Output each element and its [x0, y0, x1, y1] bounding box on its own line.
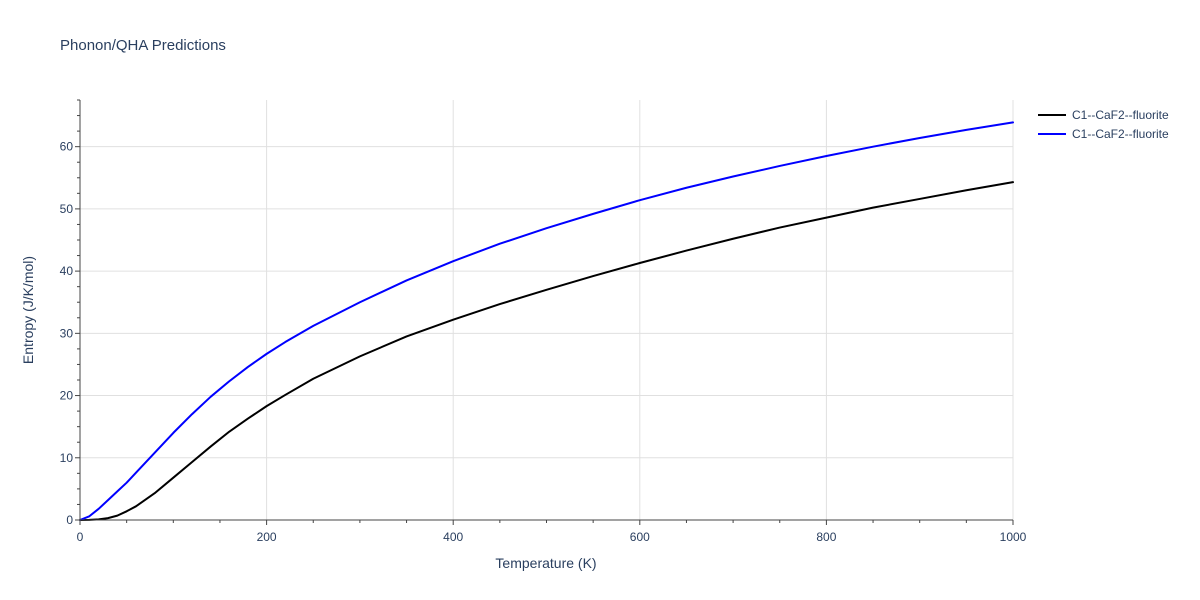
legend-item-2[interactable]: C1--CaF2--fluorite [1038, 127, 1169, 141]
legend[interactable]: C1--CaF2--fluorite C1--CaF2--fluorite [1038, 108, 1169, 141]
series-line-1 [79, 181, 1014, 521]
y-tick-label: 30 [60, 326, 74, 340]
legend-label: C1--CaF2--fluorite [1072, 108, 1169, 122]
legend-item-1[interactable]: C1--CaF2--fluorite [1038, 108, 1169, 122]
legend-label: C1--CaF2--fluorite [1072, 127, 1169, 141]
y-tick-label: 40 [60, 264, 74, 278]
y-tick-label: 20 [60, 389, 74, 403]
chart-title: Phonon/QHA Predictions [60, 37, 226, 54]
axis-layer: 0 200 400 600 800 1000 0 10 20 30 40 50 60 [60, 99, 1027, 544]
x-tick-label: 200 [257, 530, 277, 544]
series-line-2 [79, 121, 1014, 521]
x-tick-label: 600 [630, 530, 650, 544]
x-tick-label: 0 [77, 530, 84, 544]
x-tick-label: 1000 [1000, 530, 1027, 544]
y-tick-label: 10 [60, 451, 74, 465]
y-axis-title: Entropy (J/K/mol) [20, 256, 36, 364]
y-tick-label: 0 [66, 513, 73, 527]
grid-layer [80, 100, 1014, 520]
y-tick-label: 50 [60, 202, 74, 216]
y-tick-label: 60 [60, 140, 74, 154]
series-layer [79, 121, 1014, 521]
x-tick-label: 800 [816, 530, 836, 544]
x-axis-title: Temperature (K) [495, 555, 596, 571]
x-tick-label: 400 [443, 530, 463, 544]
